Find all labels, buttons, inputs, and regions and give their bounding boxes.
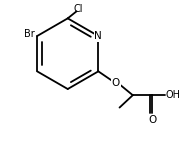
Text: Br: Br: [24, 29, 35, 39]
Text: O: O: [112, 78, 120, 88]
Text: N: N: [94, 31, 102, 41]
Text: O: O: [148, 115, 156, 125]
Text: OH: OH: [166, 90, 181, 100]
Text: Cl: Cl: [73, 4, 83, 14]
